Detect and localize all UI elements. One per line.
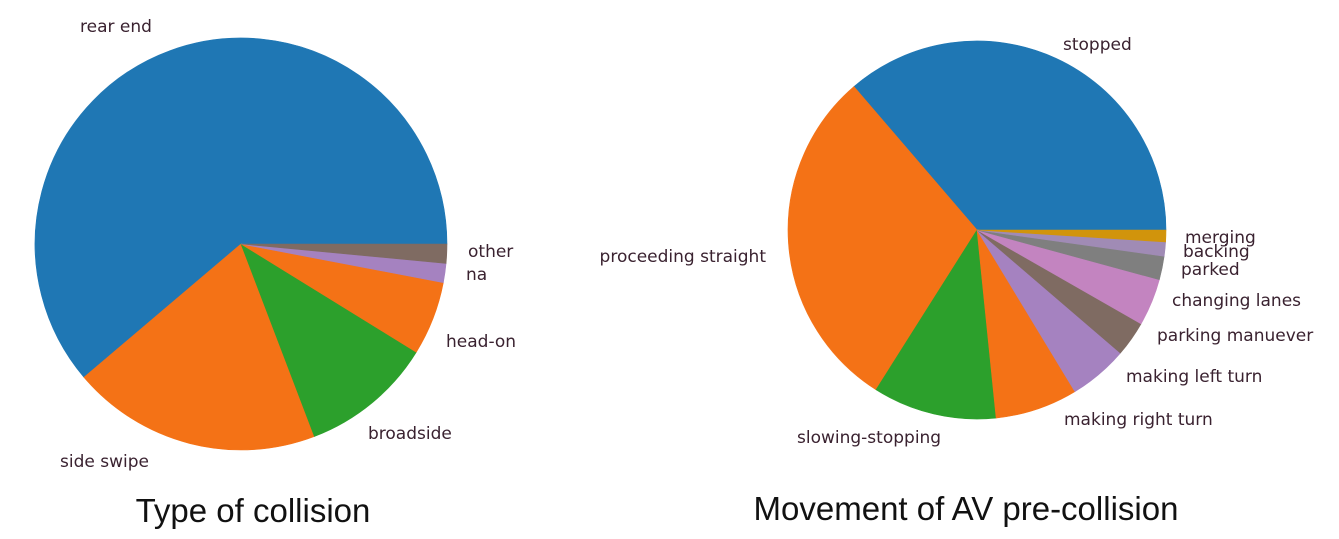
label-merging: merging (1185, 228, 1256, 248)
slice-merging (976, 229, 1167, 243)
label-making-right-turn: making right turn (1064, 410, 1213, 430)
label-backing: backing (1183, 242, 1250, 262)
slice-other (240, 243, 448, 264)
slice-broadside (240, 243, 417, 437)
pie-chart-collision-type: rear end side swipe broadside head-on na othe… (34, 17, 516, 472)
label-slowing-stopping: slowing-stopping (797, 428, 941, 448)
label-making-left-turn: making left turn (1126, 367, 1262, 387)
label-broadside: broadside (368, 424, 452, 444)
slice-rear-end (34, 37, 448, 378)
pie-chart-av-movement: stopped proceeding straight slowing-stoppi… (600, 35, 1314, 448)
label-na: na (466, 265, 487, 285)
label-proceeding-straight: proceeding straight (600, 247, 767, 267)
label-rear-end: rear end (80, 17, 152, 37)
label-stopped: stopped (1063, 35, 1132, 55)
caption-av-movement: Movement of AV pre-collision (754, 490, 1179, 527)
label-parking-manuever: parking manuever (1157, 326, 1313, 346)
label-other: other (468, 242, 513, 262)
caption-collision-type: Type of collision (136, 492, 371, 529)
label-changing-lanes: changing lanes (1172, 291, 1301, 311)
slice-slowing-stopping (875, 229, 997, 420)
label-side-swipe: side swipe (60, 452, 149, 472)
label-parked: parked (1181, 260, 1240, 280)
slice-side-swipe (83, 243, 315, 451)
slice-proceeding-straight (787, 86, 978, 391)
slice-stopped (853, 40, 1167, 231)
label-head-on: head-on (446, 332, 516, 352)
